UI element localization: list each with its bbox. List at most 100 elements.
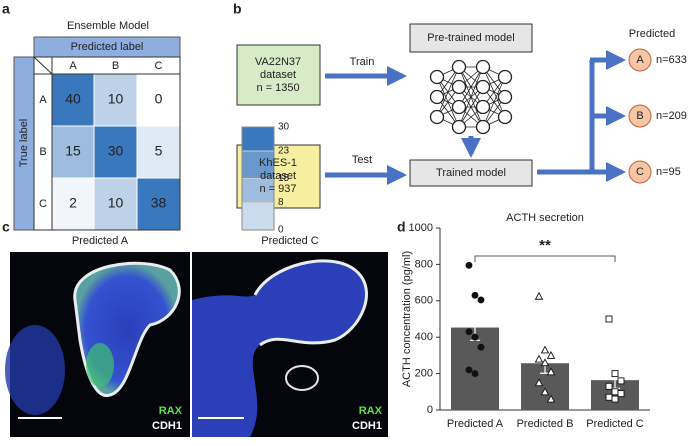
net-node <box>451 59 467 75</box>
data-point <box>477 296 485 304</box>
matrix-value: 0 <box>155 91 163 107</box>
stain-label: CDH1 <box>152 420 182 432</box>
output-node <box>628 104 652 128</box>
matrix-cell <box>51 125 95 179</box>
panel-label: b <box>233 1 242 17</box>
data-point <box>605 382 613 390</box>
x-tick-label: Predicted A <box>447 418 504 430</box>
box-text: n = 937 <box>259 183 296 195</box>
x-tick-label: Predicted C <box>586 418 644 430</box>
significance-bracket <box>474 255 616 262</box>
pretrained-box <box>409 23 533 53</box>
net-node <box>429 69 445 85</box>
data-point <box>471 291 479 299</box>
net-node <box>497 109 513 125</box>
panel-label: a <box>2 1 10 17</box>
stain-label: CDH1 <box>352 420 382 432</box>
tissue-edge <box>285 365 319 391</box>
net-node <box>429 89 445 105</box>
data-point <box>465 366 473 374</box>
output-node <box>628 160 652 184</box>
tissue <box>86 343 114 387</box>
y-axis-label: ACTH concentration (pg/ml) <box>401 251 413 387</box>
colorbar-label: 30 <box>278 122 290 133</box>
x-tick-label: Predicted B <box>517 418 574 430</box>
row-label: A <box>39 94 47 106</box>
net-edge <box>458 86 484 128</box>
net-edge <box>458 66 484 128</box>
train-data-box <box>236 44 321 106</box>
image-title: Predicted C <box>261 235 319 247</box>
matrix-value: 30 <box>108 143 124 159</box>
box-text: Trained model <box>436 167 506 179</box>
colorbar-label: 23 <box>278 146 290 157</box>
data-point <box>605 393 613 401</box>
row-label: B <box>39 146 46 158</box>
data-point <box>534 291 544 300</box>
colorbar-border <box>241 126 275 231</box>
net-node <box>429 109 445 125</box>
data-point <box>611 388 619 396</box>
matrix-border <box>33 56 181 231</box>
data-point <box>617 390 625 398</box>
box-text: Pre-trained model <box>427 32 514 44</box>
column-header: Predicted label <box>71 41 144 53</box>
output-class: C <box>636 166 644 178</box>
y-tick-label: 0 <box>427 404 433 416</box>
matrix-title: Ensemble Model <box>67 20 149 32</box>
output-class: B <box>636 110 643 122</box>
matrix-cell <box>93 177 138 231</box>
output-class: A <box>636 54 644 66</box>
data-point <box>546 367 556 376</box>
row-label: C <box>39 198 47 210</box>
data-point <box>465 261 473 269</box>
output-count: n=633 <box>656 54 687 66</box>
data-point <box>540 358 550 367</box>
arrow-label: Test <box>352 154 372 166</box>
column-label: B <box>112 60 119 72</box>
matrix-value: 15 <box>65 143 81 159</box>
net-node <box>451 119 467 135</box>
net-node <box>451 99 467 115</box>
data-point <box>534 354 544 363</box>
box-text: KhES-1 <box>259 157 297 169</box>
net-node <box>475 59 491 75</box>
output-count: n=209 <box>656 110 687 122</box>
box-text: dataset <box>260 170 296 182</box>
neural-network-icon <box>429 59 513 135</box>
colorbar-label: 8 <box>278 197 284 208</box>
output-title: Predicted <box>629 28 675 40</box>
significance-label: ** <box>539 237 551 254</box>
net-node <box>475 99 491 115</box>
row-header: True label <box>18 119 30 168</box>
net-node <box>451 79 467 95</box>
chart-title: ACTH secretion <box>506 212 584 224</box>
box-text: dataset <box>260 69 296 81</box>
image-title: Predicted A <box>72 235 129 247</box>
net-node <box>497 69 513 85</box>
matrix-cell <box>136 177 181 231</box>
data-point <box>471 370 479 378</box>
y-tick-label: 600 <box>415 295 433 307</box>
colorbar-label: 0 <box>278 225 284 236</box>
data-point <box>534 378 544 387</box>
panel-label: d <box>397 219 406 235</box>
net-edge <box>482 76 506 128</box>
matrix-value: 5 <box>155 143 163 159</box>
matrix-cell <box>93 73 138 127</box>
tissue-edge <box>253 259 368 347</box>
data-point <box>617 377 625 385</box>
y-tick-label: 400 <box>415 331 433 343</box>
matrix-value: 10 <box>108 195 124 211</box>
stain-label: RAX <box>359 405 383 417</box>
data-point <box>611 370 619 378</box>
data-point <box>540 345 550 354</box>
net-node <box>475 119 491 135</box>
column-label: A <box>69 60 77 72</box>
net-edge <box>458 66 484 108</box>
data-point <box>546 394 556 403</box>
matrix-value: 10 <box>108 91 124 107</box>
bar <box>451 327 499 410</box>
